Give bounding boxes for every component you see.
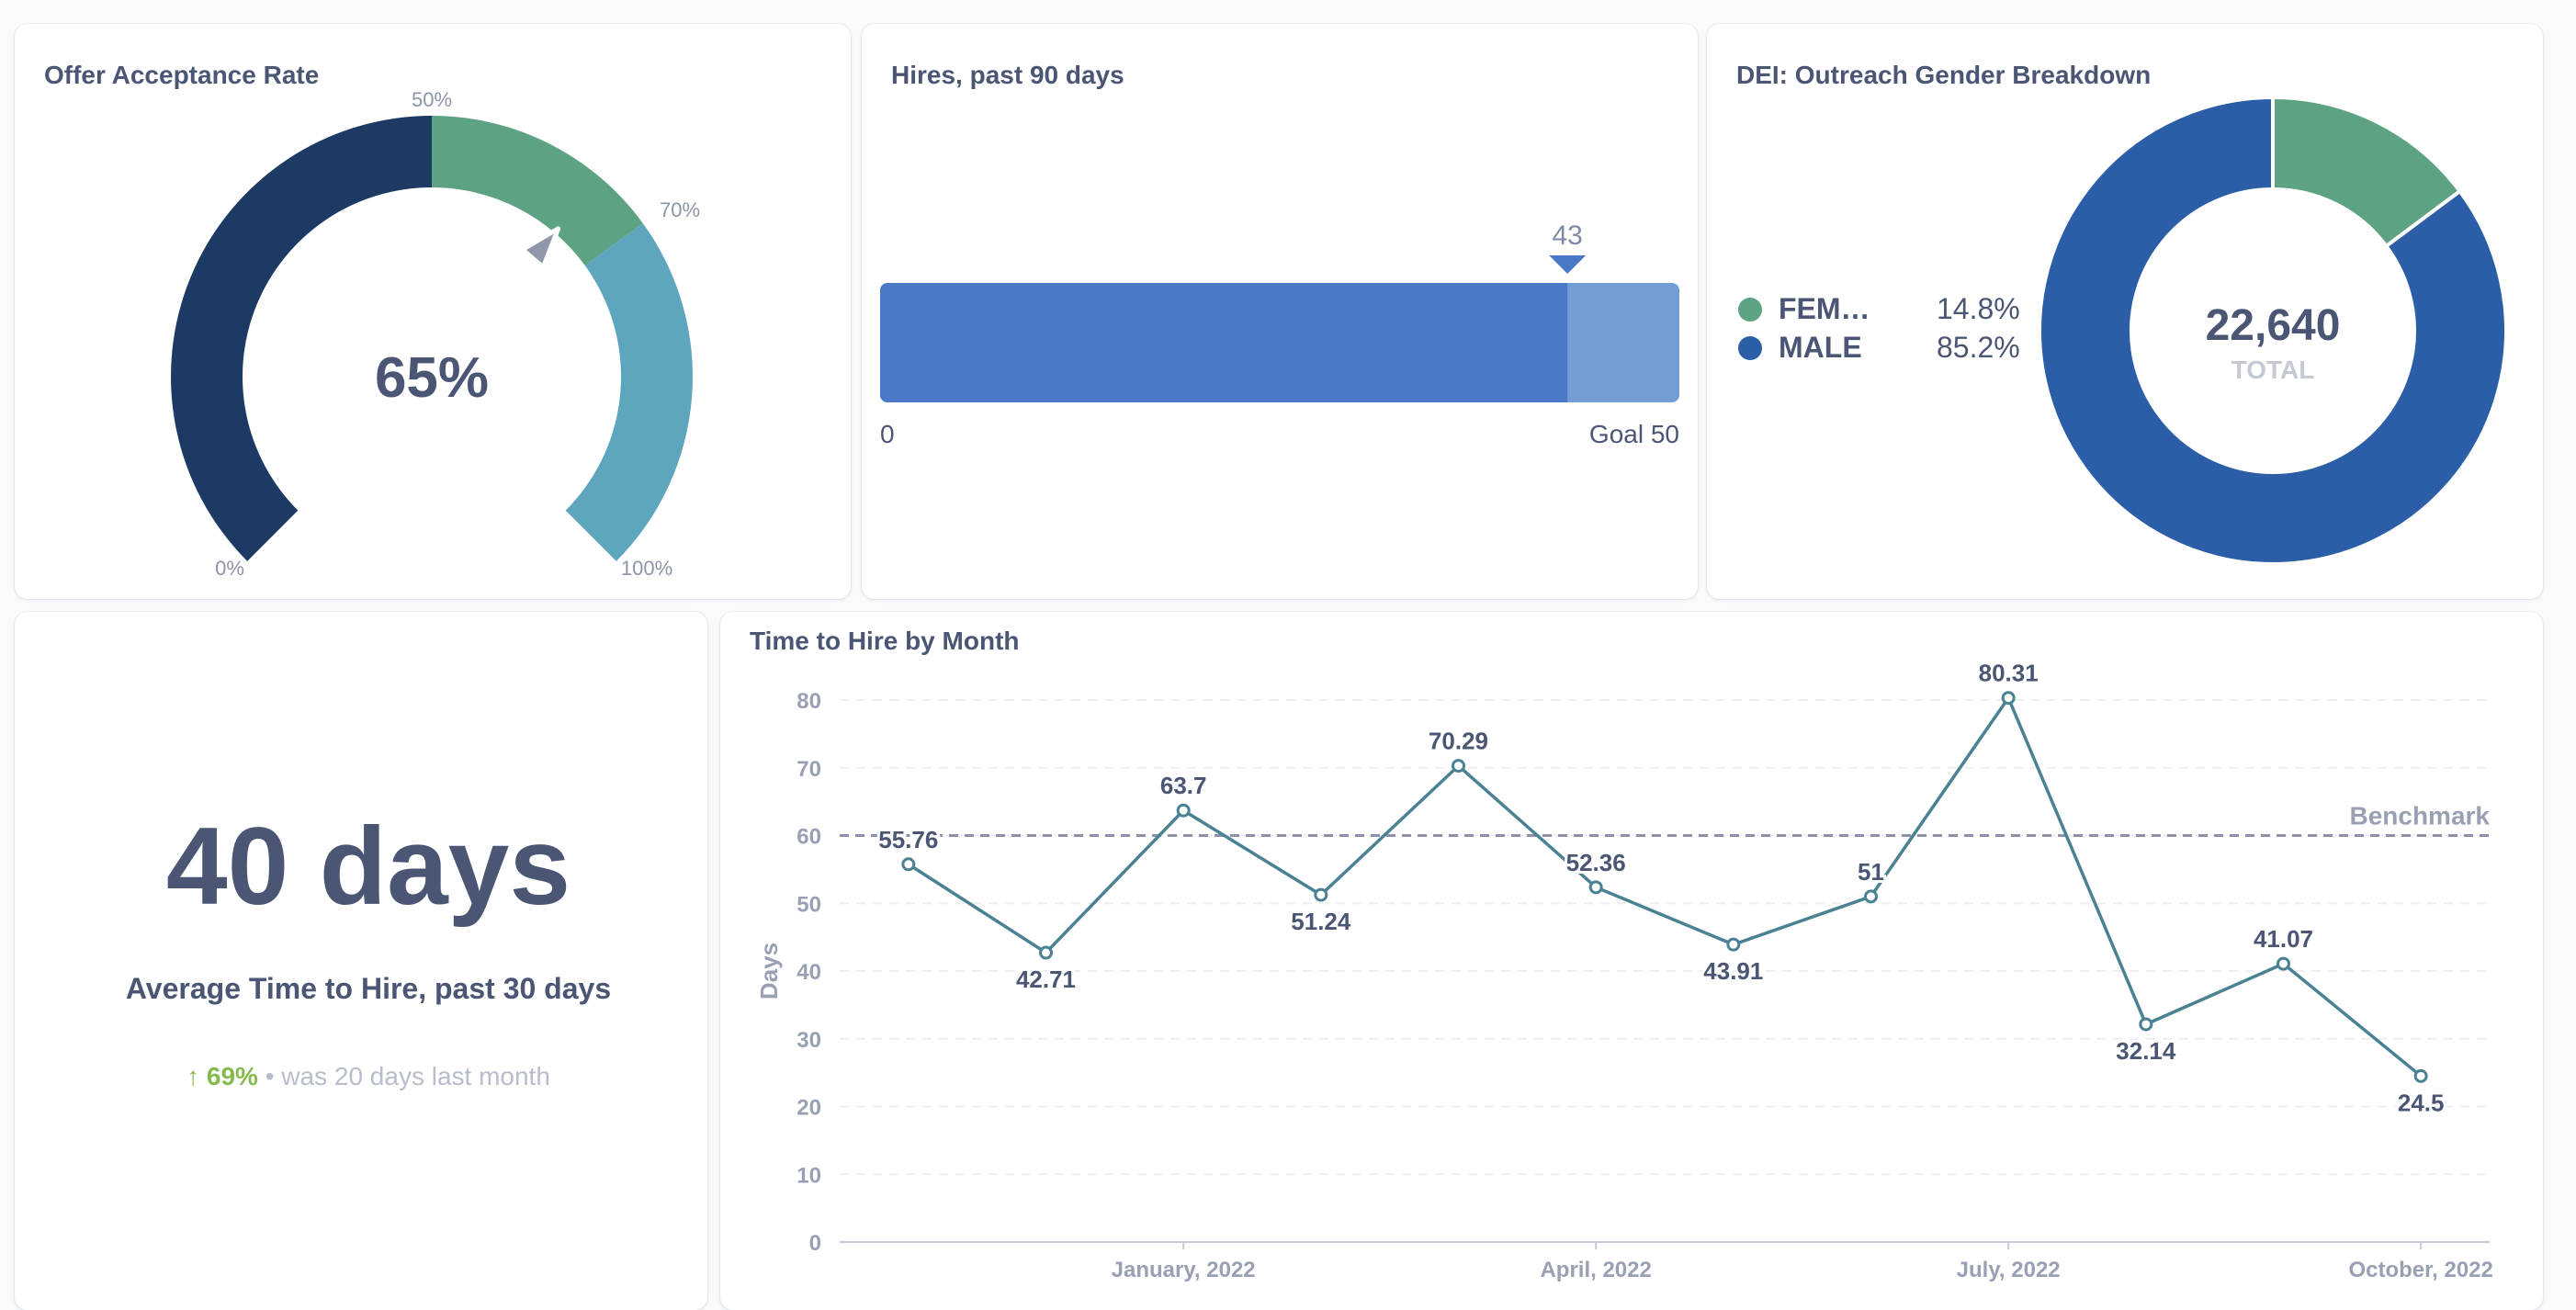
data-label-1: 42.71 xyxy=(1016,966,1076,993)
avg-time-comparison: ↑ 69% • was 20 days last month xyxy=(15,1062,707,1091)
previous-period: last month xyxy=(431,1062,550,1090)
gauge-segment-2 xyxy=(565,223,693,561)
legend-label-male: MALE xyxy=(1779,331,1862,364)
offer-acceptance-card: Offer Acceptance Rate 65% 0% 50% 70% 100% xyxy=(15,24,851,599)
data-label-4: 70.29 xyxy=(1429,728,1488,755)
data-point-6 xyxy=(1726,937,1741,952)
male-color-dot xyxy=(1738,336,1762,360)
data-label-3: 51.24 xyxy=(1291,908,1351,935)
gauge-tick-label-0: 0% xyxy=(215,557,244,580)
bullet-marker-icon xyxy=(1549,255,1587,274)
dei-title: DEI: Outreach Gender Breakdown xyxy=(1736,61,2152,89)
avg-time-value: 40 days xyxy=(165,805,571,928)
data-point-1 xyxy=(1039,945,1053,960)
legend-item-female[interactable]: FEM… 14.8% xyxy=(1738,292,2020,326)
data-point-9 xyxy=(2139,1017,2153,1032)
gauge-pointer-icon xyxy=(520,226,561,270)
hires-card: Hires, past 90 days 43 0 Goal 50 xyxy=(862,24,1698,599)
legend-label-female: FEM… xyxy=(1779,292,1870,325)
data-label-9: 32.14 xyxy=(2116,1037,2176,1065)
bullet-value-label: 43 xyxy=(1553,220,1583,251)
donut-total-caption: TOTAL xyxy=(2231,356,2315,384)
female-color-dot xyxy=(1738,298,1762,322)
y-tick-label-10: 10 xyxy=(797,1163,821,1188)
bullet-progress-bar xyxy=(880,283,1568,402)
x-tick-label-8: July, 2022 xyxy=(1957,1258,2061,1282)
data-label-7: 51 xyxy=(1858,858,1884,886)
offer-acceptance-title: Offer Acceptance Rate xyxy=(44,61,320,89)
donut-total-value: 22,640 xyxy=(2206,301,2341,350)
x-tick-label-5: April, 2022 xyxy=(1540,1258,1651,1282)
data-label-8: 80.31 xyxy=(1979,660,2039,687)
time-to-hire-line-chart: 0 10 20 30 40 50 60 70 80 January, 2022 April, 202… xyxy=(755,657,2493,1282)
bullet-goal-label: Goal 50 xyxy=(1589,420,1679,448)
data-point-8 xyxy=(2001,691,2016,706)
previous-value: was 20 days xyxy=(281,1062,424,1090)
data-point-10 xyxy=(2277,956,2290,971)
data-point-2 xyxy=(1176,803,1191,818)
arrow-up-icon: ↑ xyxy=(186,1062,200,1090)
dei-donut-chart: 22,640 TOTAL xyxy=(2038,95,2508,566)
y-tick-label-50: 50 xyxy=(797,892,821,917)
x-tick-label-11: October, 2022 xyxy=(2348,1258,2492,1282)
y-tick-label-70: 70 xyxy=(797,757,821,782)
data-point-0 xyxy=(901,857,916,872)
gauge-segment-1 xyxy=(432,116,643,265)
data-label-10: 41.07 xyxy=(2254,925,2313,953)
gauge-tick-label-70: 70% xyxy=(660,198,700,221)
offer-acceptance-gauge: 65% 0% 50% 70% 100% xyxy=(171,88,700,580)
y-tick-label-60: 60 xyxy=(797,825,821,850)
y-tick-label-40: 40 xyxy=(797,960,821,985)
bullet-bar-group xyxy=(880,283,1679,402)
y-axis-label: Days xyxy=(755,943,783,999)
y-tick-label-20: 20 xyxy=(797,1096,821,1121)
data-point-7 xyxy=(1864,889,1878,904)
data-point-5 xyxy=(1588,880,1603,895)
y-tick-label-0: 0 xyxy=(809,1231,821,1256)
avg-time-label: Average Time to Hire, past 30 days xyxy=(125,972,612,1005)
dei-card: DEI: Outreach Gender Breakdown FEM… 14.8… xyxy=(1707,24,2543,599)
data-point-4 xyxy=(1452,759,1465,774)
hires-bullet-chart: 43 0 Goal 50 xyxy=(880,220,1679,448)
data-label-6: 43.91 xyxy=(1703,957,1763,985)
hires-title: Hires, past 90 days xyxy=(891,61,1124,89)
avg-time-card: 40 days Average Time to Hire, past 30 da… xyxy=(15,612,707,1310)
gauge-tick-label-100: 100% xyxy=(621,557,672,580)
data-label-5: 52.36 xyxy=(1566,849,1626,876)
x-tick-label-2: January, 2022 xyxy=(1112,1258,1256,1282)
change-percent: 69% xyxy=(206,1062,258,1090)
separator-dot: • xyxy=(265,1062,275,1090)
time-to-hire-card: Time to Hire by Month 0 10 20 30 40 50 60 70 80 J… xyxy=(720,612,2543,1310)
benchmark-label: Benchmark xyxy=(2349,802,2490,830)
series-line xyxy=(907,695,2423,1078)
gauge-tick-label-50: 50% xyxy=(412,88,452,111)
legend-pct-female: 14.8% xyxy=(1937,292,2020,325)
y-tick-label-30: 30 xyxy=(797,1028,821,1053)
data-point-11 xyxy=(2413,1068,2428,1083)
gauge-segment-0 xyxy=(171,116,433,561)
y-tick-label-80: 80 xyxy=(797,689,821,714)
legend-item-male[interactable]: MALE 85.2% xyxy=(1738,331,2020,365)
gauge-value: 65% xyxy=(375,346,489,410)
data-point-3 xyxy=(1314,887,1328,902)
time-to-hire-title: Time to Hire by Month xyxy=(750,627,1020,655)
data-label-2: 63.7 xyxy=(1160,772,1207,799)
legend-pct-male: 85.2% xyxy=(1937,331,2020,364)
data-label-0: 55.76 xyxy=(878,826,938,853)
donut-slice-1 xyxy=(2038,95,2508,566)
bullet-min-label: 0 xyxy=(880,420,895,448)
data-label-11: 24.5 xyxy=(2398,1089,2445,1116)
